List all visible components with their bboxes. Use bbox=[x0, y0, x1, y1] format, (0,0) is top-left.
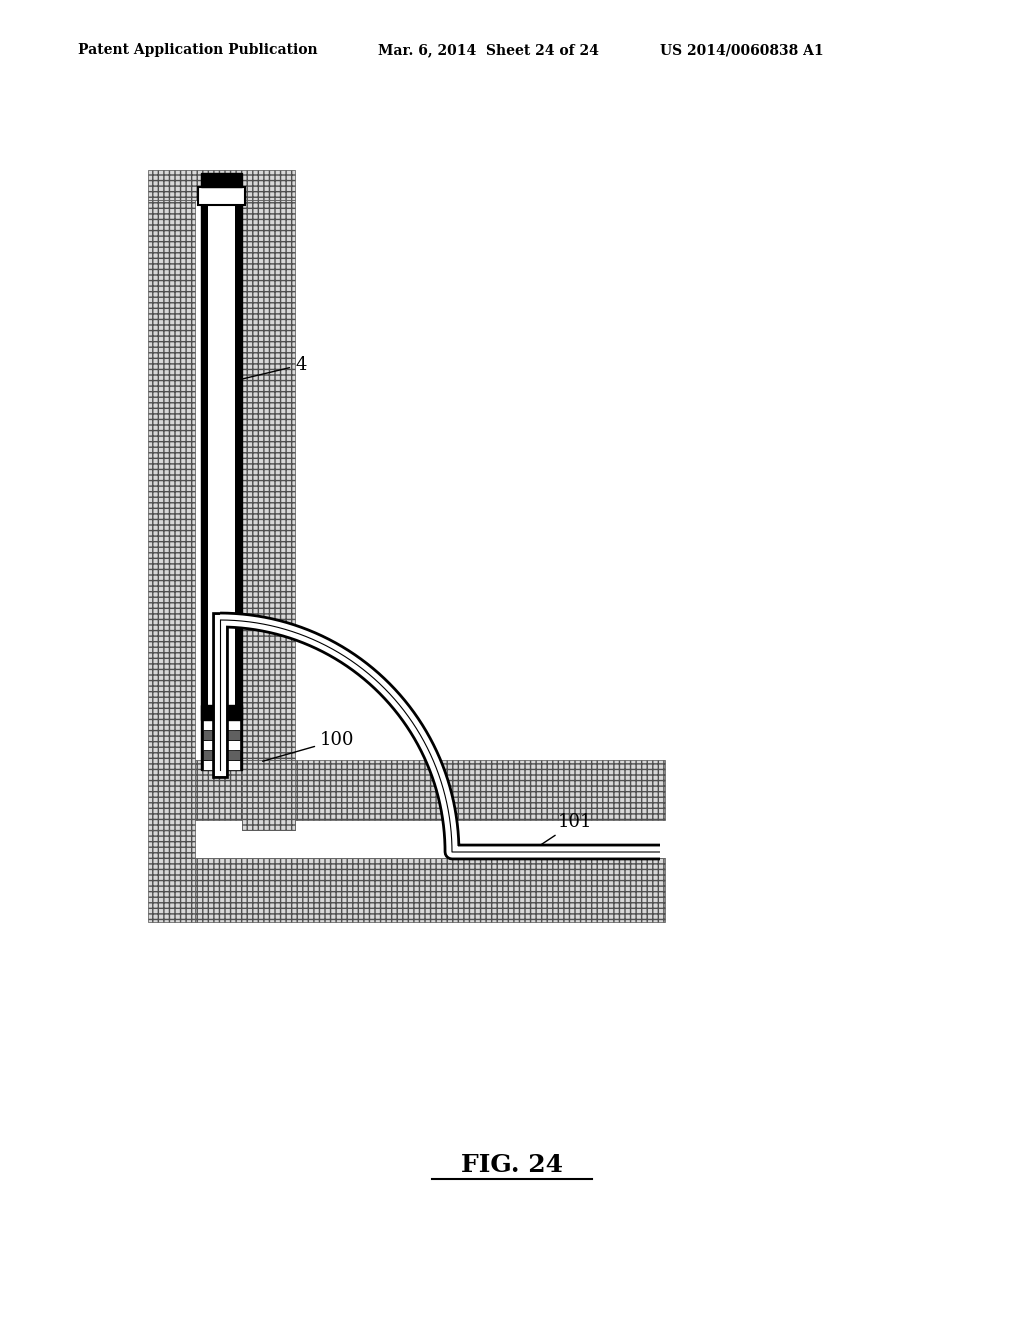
Polygon shape bbox=[242, 760, 295, 830]
Text: 101: 101 bbox=[532, 813, 593, 850]
Bar bbox=[198, 187, 245, 205]
Bar bbox=[148, 830, 195, 921]
Bar bbox=[203, 750, 240, 760]
Text: Patent Application Publication: Patent Application Publication bbox=[78, 44, 317, 57]
Bar bbox=[242, 201, 295, 830]
Bar bbox=[208, 201, 234, 770]
Text: US 2014/0060838 A1: US 2014/0060838 A1 bbox=[660, 44, 823, 57]
Text: 4: 4 bbox=[241, 356, 306, 379]
Bar bbox=[195, 858, 665, 921]
Bar bbox=[203, 760, 240, 770]
Bar bbox=[148, 201, 195, 830]
Bar bbox=[201, 201, 242, 770]
Text: 100: 100 bbox=[263, 731, 354, 762]
Bar bbox=[148, 170, 295, 201]
Bar bbox=[201, 705, 242, 719]
Text: Mar. 6, 2014  Sheet 24 of 24: Mar. 6, 2014 Sheet 24 of 24 bbox=[378, 44, 599, 57]
Bar bbox=[203, 730, 240, 741]
Bar bbox=[203, 741, 240, 750]
Bar bbox=[195, 760, 665, 820]
Bar bbox=[201, 173, 242, 187]
Bar bbox=[203, 719, 240, 730]
Text: FIG. 24: FIG. 24 bbox=[461, 1152, 563, 1177]
